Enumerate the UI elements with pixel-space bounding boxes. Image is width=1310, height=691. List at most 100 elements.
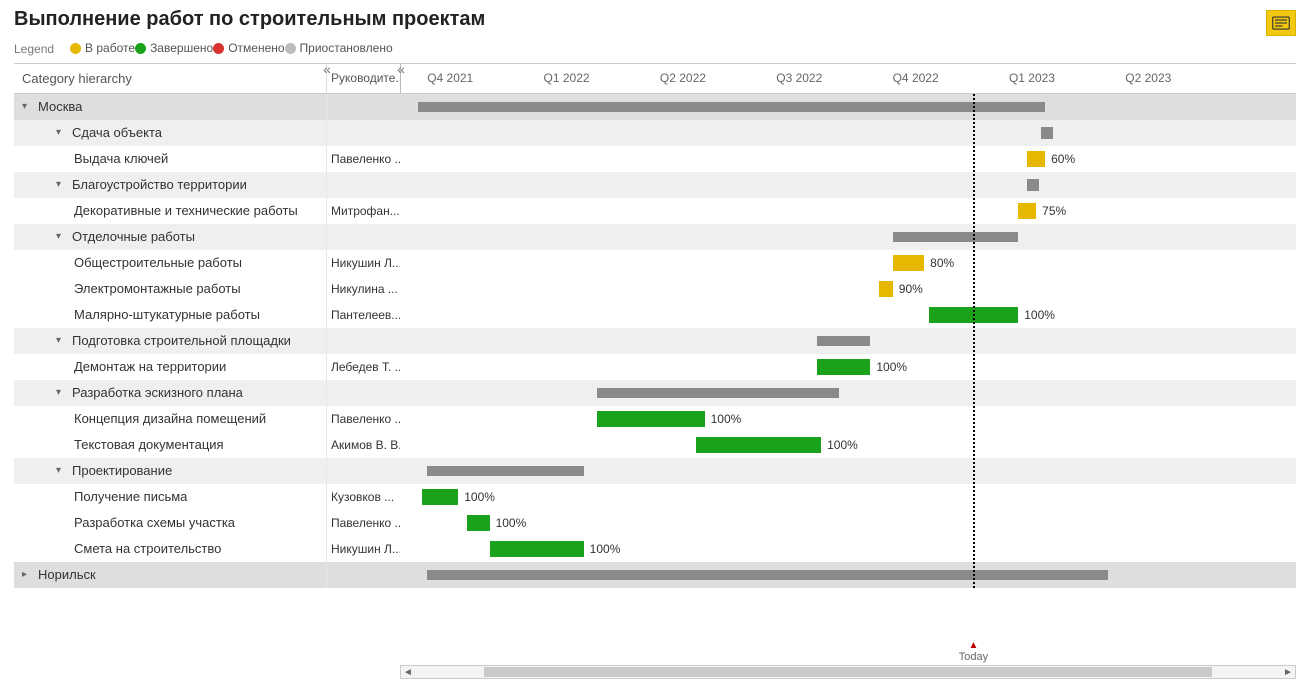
gantt-bar[interactable] [1041,127,1053,139]
row-manager: Павеленко ... [326,146,400,172]
legend-item[interactable]: Завершено [135,41,213,55]
legend-item-label: Приостановлено [300,41,393,55]
row-manager [326,562,400,588]
bar-percent-label: 100% [496,516,527,530]
row-manager: Павеленко ... [326,510,400,536]
caret-down-icon[interactable]: ▾ [56,231,68,242]
caret-down-icon[interactable]: ▾ [56,127,68,138]
caret-down-icon[interactable]: ▾ [56,179,68,190]
legend-swatch [213,43,224,54]
gantt-bar[interactable]: 100% [467,515,489,531]
task-row[interactable]: Общестроительные работыНикушин Л... 80% [14,250,1296,276]
task-row[interactable]: Текстовая документацияАкимов В. В. 100% [14,432,1296,458]
row-label: ▾Благоустройство территории [14,172,326,198]
row-timeline [400,224,1296,250]
bar-percent-label: 100% [590,542,621,556]
row-manager: Лебедев Т. ... [326,354,400,380]
row-manager: Никушин Л... [326,250,400,276]
scroll-track[interactable] [415,666,1281,678]
gantt-bar[interactable]: 100% [422,489,458,505]
gantt-bar[interactable] [893,232,1018,242]
gantt-bar[interactable]: 80% [893,255,924,271]
gantt-bar[interactable] [427,570,1108,580]
row-label: Получение письма [14,484,326,510]
row-label: ▾Сдача объекта [14,120,326,146]
column-header-manager[interactable]: Руководите... [326,64,400,93]
horizontal-scrollbar[interactable]: ◄ ► [400,665,1296,679]
row-timeline [400,94,1296,120]
column-header-category[interactable]: Category hierarchy [14,64,326,93]
group-row[interactable]: ▾Москва [14,94,1296,120]
gantt-bar[interactable]: 100% [696,437,821,453]
bar-percent-label: 60% [1051,152,1075,166]
row-manager: Пантелеев... [326,302,400,328]
caret-right-icon[interactable]: ▸ [22,569,34,580]
row-timeline: 100% [400,484,1296,510]
group-row[interactable]: ▸Норильск [14,562,1296,588]
legend-item[interactable]: Приостановлено [285,41,393,55]
task-row[interactable]: Демонтаж на территорииЛебедев Т. ...100% [14,354,1296,380]
task-row[interactable]: Выдача ключейПавеленко ... 60% [14,146,1296,172]
row-timeline: 75% [400,198,1296,224]
row-label: ▾Проектирование [14,458,326,484]
row-manager [326,328,400,354]
gantt-bar[interactable]: 100% [817,359,871,375]
caret-down-icon[interactable]: ▾ [22,101,34,112]
scroll-thumb[interactable] [484,667,1211,677]
scroll-left-icon[interactable]: ◄ [401,667,415,678]
caret-down-icon[interactable]: ▾ [56,335,68,346]
row-label: Выдача ключей [14,146,326,172]
group-row[interactable]: ▾Проектирование [14,458,1296,484]
filter-button[interactable] [1266,10,1296,36]
gantt-bar[interactable] [418,102,1045,112]
task-row[interactable]: Малярно-штукатурные работыПантелеев...10… [14,302,1296,328]
caret-down-icon[interactable]: ▾ [56,387,68,398]
task-row[interactable]: Концепция дизайна помещенийПавеленко ...… [14,406,1296,432]
scroll-right-icon[interactable]: ► [1281,667,1295,678]
row-manager: Павеленко ... [326,406,400,432]
gantt-bar[interactable] [597,388,839,398]
today-label: Today [959,651,988,663]
group-row[interactable]: ▾Благоустройство территории [14,172,1296,198]
gantt-bar[interactable]: 60% [1027,151,1045,167]
today-line [973,94,975,588]
header-row: Category hierarchy Руководите... Q4 2021… [14,64,1296,94]
collapse-manager-icon[interactable]: « [392,62,410,76]
task-row[interactable]: Разработка схемы участкаПавеленко ... 100… [14,510,1296,536]
row-timeline: 100% [400,406,1296,432]
collapse-category-icon[interactable]: « [318,62,336,76]
row-label: Текстовая документация [14,432,326,458]
timeline-tick-label: Q4 2021 [427,71,473,85]
legend-item-label: Отменено [228,41,284,55]
group-row[interactable]: ▾Разработка эскизного плана [14,380,1296,406]
bar-percent-label: 80% [930,256,954,270]
task-row[interactable]: Электромонтажные работыНикулина ...90% [14,276,1296,302]
gantt-bar[interactable]: 100% [490,541,584,557]
gantt-bar[interactable]: 100% [597,411,705,427]
group-row[interactable]: ▾Отделочные работы [14,224,1296,250]
row-label: Общестроительные работы [14,250,326,276]
row-label: Концепция дизайна помещений [14,406,326,432]
gantt-bar[interactable]: 90% [879,281,892,297]
gantt-body: ▾Москва▾Сдача объектаВыдача ключейПавеле… [14,94,1296,588]
task-row[interactable]: Смета на строительствоНикушин Л...100% [14,536,1296,562]
row-timeline [400,380,1296,406]
gantt-bar[interactable] [817,336,871,346]
group-row[interactable]: ▾Подготовка строительной площадки [14,328,1296,354]
gantt-bar[interactable] [427,466,584,476]
row-manager: Акимов В. В. [326,432,400,458]
caret-down-icon[interactable]: ▾ [56,465,68,476]
row-manager [326,94,400,120]
row-manager: Никушин Л... [326,536,400,562]
row-label: Разработка схемы участка [14,510,326,536]
legend-item[interactable]: В работе [70,41,135,55]
task-row[interactable]: Получение письмаКузовков ...100% [14,484,1296,510]
gantt-bar[interactable]: 75% [1018,203,1036,219]
task-row[interactable]: Декоративные и технические работыМитрофа… [14,198,1296,224]
group-row[interactable]: ▾Сдача объекта [14,120,1296,146]
timeline-tick-label: Q1 2022 [544,71,590,85]
row-label: ▾Москва [14,94,326,120]
gantt-bar[interactable] [1027,179,1039,191]
legend-item[interactable]: Отменено [213,41,284,55]
row-label: ▾Разработка эскизного плана [14,380,326,406]
